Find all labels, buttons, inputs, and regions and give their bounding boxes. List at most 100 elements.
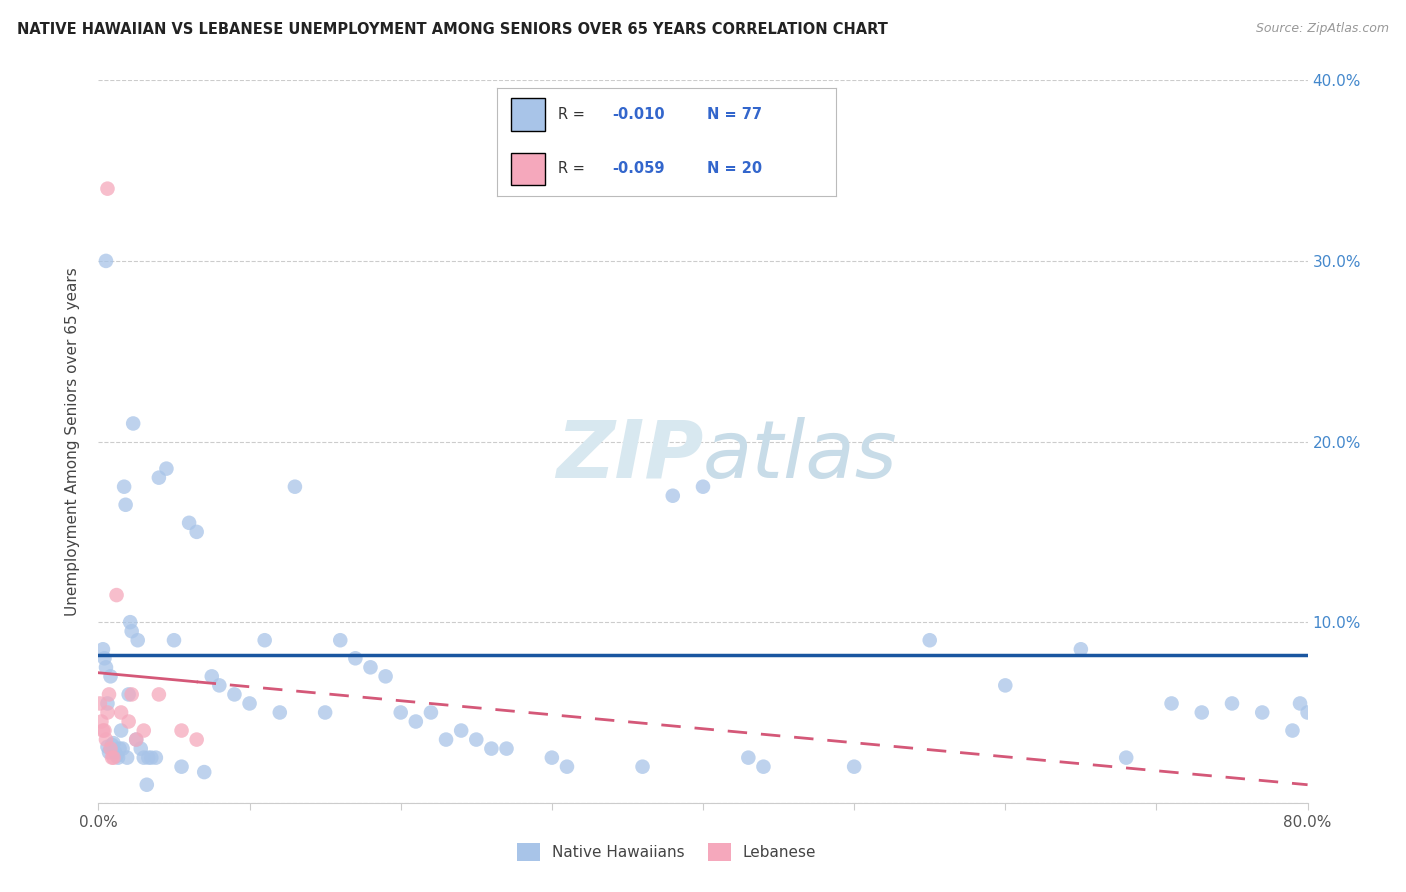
Point [89,697,111,711]
Point [135,778,157,792]
Point [101,738,124,752]
Point [434,732,457,747]
Point [253,633,276,648]
Point [186,732,208,747]
Point [103,750,125,764]
Point [125,732,148,747]
Point [1251,706,1274,720]
Point [752,760,775,774]
Point [145,750,167,764]
Point [163,633,186,648]
Point [540,750,562,764]
Point [90,714,112,729]
Point [141,750,163,764]
Point [148,687,170,701]
Point [465,732,488,747]
Point [132,750,155,764]
Point [224,687,246,701]
Point [120,615,142,630]
Point [114,498,136,512]
Text: atlas: atlas [703,417,898,495]
Point [344,651,367,665]
Point [118,687,141,701]
Point [125,732,148,747]
Point [631,760,654,774]
Point [1281,723,1303,738]
Point [314,706,336,720]
Point [94,660,117,674]
Point [111,741,134,756]
Point [93,651,115,665]
Point [918,633,941,648]
Text: Source: ZipAtlas.com: Source: ZipAtlas.com [1256,22,1389,36]
Point [118,714,141,729]
Point [1160,697,1182,711]
Point [661,489,683,503]
Point [1220,697,1243,711]
Y-axis label: Unemployment Among Seniors over 65 years: Unemployment Among Seniors over 65 years [65,268,80,615]
Point [737,750,759,764]
Legend: Native Hawaiians, Lebanese: Native Hawaiians, Lebanese [510,837,823,867]
Point [96,182,118,196]
Point [129,741,152,756]
Point [179,516,201,530]
Point [555,760,578,774]
Point [91,642,114,657]
Point [121,624,143,639]
Point [132,723,155,738]
Point [269,706,291,720]
Point [148,471,170,485]
Point [1191,706,1213,720]
Point [105,748,128,763]
Point [374,669,396,683]
Point [100,669,122,683]
Point [91,723,114,738]
Point [93,723,115,738]
Point [96,706,118,720]
Point [1296,706,1319,720]
Point [110,723,132,738]
Point [107,750,129,764]
Point [692,480,714,494]
Point [100,741,122,756]
Point [844,760,866,774]
Point [101,750,124,764]
Point [1289,697,1312,711]
Point [450,723,472,738]
Text: ZIP: ZIP [555,417,703,495]
Point [405,714,427,729]
Point [110,706,132,720]
Point [170,760,193,774]
Point [201,669,224,683]
Point [122,417,145,431]
Point [115,750,138,764]
Point [420,706,443,720]
Point [104,745,127,759]
Point [108,741,131,756]
Point [193,765,215,780]
Point [481,741,503,756]
Point [239,697,262,711]
Point [186,524,208,539]
Point [112,480,135,494]
Point [170,723,193,738]
Point [127,633,149,648]
Point [994,678,1017,692]
Point [329,633,352,648]
Point [1070,642,1092,657]
Text: NATIVE HAWAIIAN VS LEBANESE UNEMPLOYMENT AMONG SENIORS OVER 65 YEARS CORRELATION: NATIVE HAWAIIAN VS LEBANESE UNEMPLOYMENT… [17,22,887,37]
Point [155,461,177,475]
Point [389,706,412,720]
Point [96,739,118,754]
Point [98,687,121,701]
Point [495,741,517,756]
Point [103,736,125,750]
Point [94,254,117,268]
Point [1115,750,1137,764]
Point [94,732,117,747]
Point [121,687,143,701]
Point [360,660,382,674]
Point [105,588,128,602]
Point [208,678,231,692]
Point [98,745,121,759]
